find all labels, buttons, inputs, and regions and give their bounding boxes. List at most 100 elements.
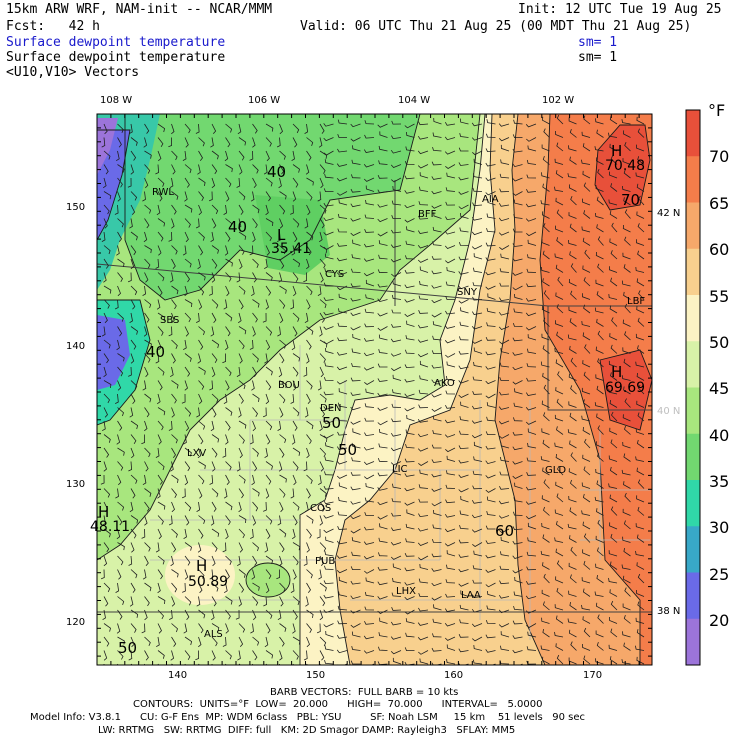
- colorbar-swatch: [686, 526, 700, 573]
- wind-barb: [211, 447, 218, 458]
- wind-barb: [459, 430, 469, 435]
- wind-barb: [377, 566, 388, 571]
- wind-barb: [130, 164, 134, 175]
- wind-barb: [391, 403, 402, 408]
- wind-barb: [171, 447, 176, 458]
- wind-barb: [487, 198, 496, 206]
- wind-barb: [390, 244, 402, 248]
- wind-barb: [306, 285, 313, 296]
- wind-barb: [225, 650, 232, 660]
- wind-barb: [318, 569, 322, 580]
- wind-barb: [277, 420, 282, 431]
- wind-barb: [279, 123, 283, 135]
- wind-barb: [610, 439, 618, 449]
- wind-barb: [306, 447, 310, 459]
- wind-barb: [458, 147, 469, 152]
- wind-barb: [144, 245, 152, 254]
- wind-barb: [431, 459, 442, 463]
- wind-barb: [117, 596, 125, 606]
- wind-barb: [637, 506, 645, 516]
- wind-barb: [252, 488, 260, 497]
- wind-barb: [278, 272, 283, 283]
- wind-barb: [211, 353, 218, 364]
- wind-barb: [542, 278, 550, 287]
- wind-barb: [391, 512, 402, 517]
- wind-barb: [404, 552, 415, 557]
- wind-barb: [198, 245, 204, 256]
- wind-barb: [419, 172, 429, 179]
- wind-barb: [498, 406, 510, 410]
- wind-barb: [512, 380, 523, 385]
- wind-barb: [432, 241, 442, 246]
- wind-barb: [265, 137, 272, 147]
- station-label: AKO: [434, 378, 455, 389]
- wind-barb: [636, 590, 645, 597]
- wind-barb: [444, 150, 456, 155]
- wind-barb: [404, 487, 415, 492]
- lon-label-108w: 108 W: [100, 95, 133, 106]
- wind-barb: [238, 407, 242, 418]
- wind-barb: [499, 456, 510, 462]
- wind-barb: [525, 580, 537, 585]
- wind-barb: [171, 596, 176, 607]
- wind-barb: [472, 376, 483, 381]
- wind-barb: [471, 623, 483, 627]
- wind-barb: [350, 377, 361, 382]
- wind-barb: [458, 554, 469, 558]
- wind-barb: [485, 431, 496, 436]
- wind-barb: [458, 380, 469, 384]
- wind-barb: [157, 285, 163, 296]
- wind-barb: [458, 350, 469, 355]
- wind-barb: [351, 457, 361, 462]
- wind-barb: [622, 158, 631, 165]
- wind-barb: [364, 417, 375, 422]
- wind-barb: [486, 119, 496, 125]
- wind-barb: [498, 137, 510, 142]
- wind-barb: [417, 258, 429, 263]
- wind-barb: [319, 204, 327, 214]
- wind-barb: [636, 183, 645, 192]
- wind-barb: [418, 389, 429, 395]
- station-label: BOU: [278, 380, 300, 391]
- wind-barb: [130, 393, 136, 404]
- wind-barb: [555, 615, 564, 624]
- wind-barb: [238, 285, 246, 295]
- wind-barb: [621, 469, 631, 476]
- wind-barb: [171, 623, 178, 633]
- wind-barb: [222, 636, 227, 647]
- wind-barb: [556, 114, 564, 125]
- wind-barb: [264, 542, 269, 553]
- wind-barb: [418, 498, 429, 503]
- extremum-value: 70.48: [605, 158, 646, 174]
- wind-barb: [543, 128, 550, 138]
- wind-barb: [610, 600, 618, 611]
- wind-barb: [445, 216, 456, 221]
- wind-barb: [513, 119, 523, 125]
- wind-barb: [581, 159, 591, 165]
- wind-barb: [404, 218, 415, 223]
- wind-barb: [319, 650, 325, 661]
- wind-barb: [350, 312, 361, 316]
- wind-barb: [543, 479, 550, 489]
- wind-barb: [595, 212, 604, 219]
- wind-barb: [622, 603, 631, 611]
- wind-barb: [418, 513, 429, 518]
- wind-barb: [171, 353, 176, 364]
- wind-barb: [318, 231, 323, 243]
- wind-barb: [291, 339, 296, 351]
- lat-label-40n: 40 N: [657, 406, 681, 417]
- wind-barb: [225, 218, 233, 228]
- wind-barb: [116, 245, 120, 256]
- wind-barb: [378, 334, 388, 341]
- wind-barb: [542, 250, 550, 260]
- wind-barb: [195, 218, 200, 229]
- wind-barb: [352, 333, 361, 341]
- wind-barb: [445, 390, 456, 395]
- wind-barb: [184, 609, 190, 620]
- wind-barb: [265, 204, 269, 216]
- wind-barb: [319, 447, 326, 458]
- wind-barb: [252, 326, 256, 337]
- wind-barb: [117, 447, 125, 456]
- wind-barb: [637, 345, 645, 354]
- wind-barb: [319, 245, 328, 254]
